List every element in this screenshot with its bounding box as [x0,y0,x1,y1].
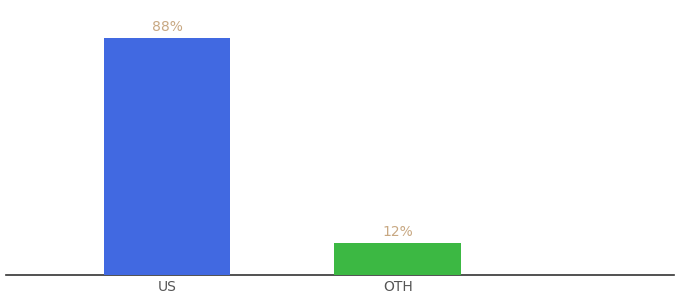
Text: 12%: 12% [382,224,413,239]
Text: 88%: 88% [152,20,182,34]
Bar [103,38,231,275]
Bar [335,243,461,275]
